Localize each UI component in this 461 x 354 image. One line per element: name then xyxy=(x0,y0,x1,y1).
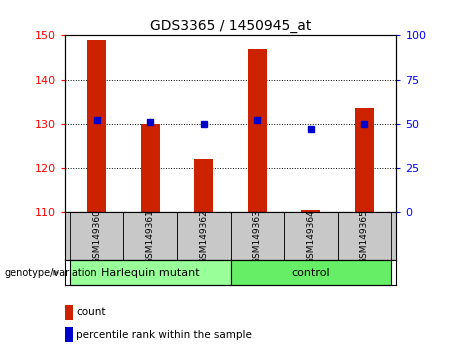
Bar xyxy=(248,49,266,212)
Bar xyxy=(230,260,391,285)
Text: percentile rank within the sample: percentile rank within the sample xyxy=(76,330,252,339)
Bar xyxy=(355,108,374,212)
Text: GSM149361: GSM149361 xyxy=(146,209,155,264)
Bar xyxy=(65,327,73,342)
Text: control: control xyxy=(291,268,330,278)
Bar xyxy=(70,260,230,285)
Bar xyxy=(284,212,337,260)
Bar xyxy=(177,212,230,260)
Bar xyxy=(230,212,284,260)
Bar xyxy=(87,40,106,212)
Text: genotype/variation: genotype/variation xyxy=(5,268,97,278)
Text: count: count xyxy=(76,307,106,317)
Text: Harlequin mutant: Harlequin mutant xyxy=(101,268,200,278)
Bar xyxy=(195,159,213,212)
Bar xyxy=(124,212,177,260)
Text: GSM149363: GSM149363 xyxy=(253,209,262,264)
Bar xyxy=(70,212,124,260)
Text: GSM149364: GSM149364 xyxy=(306,209,315,264)
Text: GSM149365: GSM149365 xyxy=(360,209,369,264)
Bar xyxy=(337,212,391,260)
Bar xyxy=(65,305,73,320)
Text: GSM149362: GSM149362 xyxy=(199,209,208,264)
Bar xyxy=(141,124,160,212)
Text: GSM149360: GSM149360 xyxy=(92,209,101,264)
Bar xyxy=(301,210,320,212)
Title: GDS3365 / 1450945_at: GDS3365 / 1450945_at xyxy=(150,19,311,33)
